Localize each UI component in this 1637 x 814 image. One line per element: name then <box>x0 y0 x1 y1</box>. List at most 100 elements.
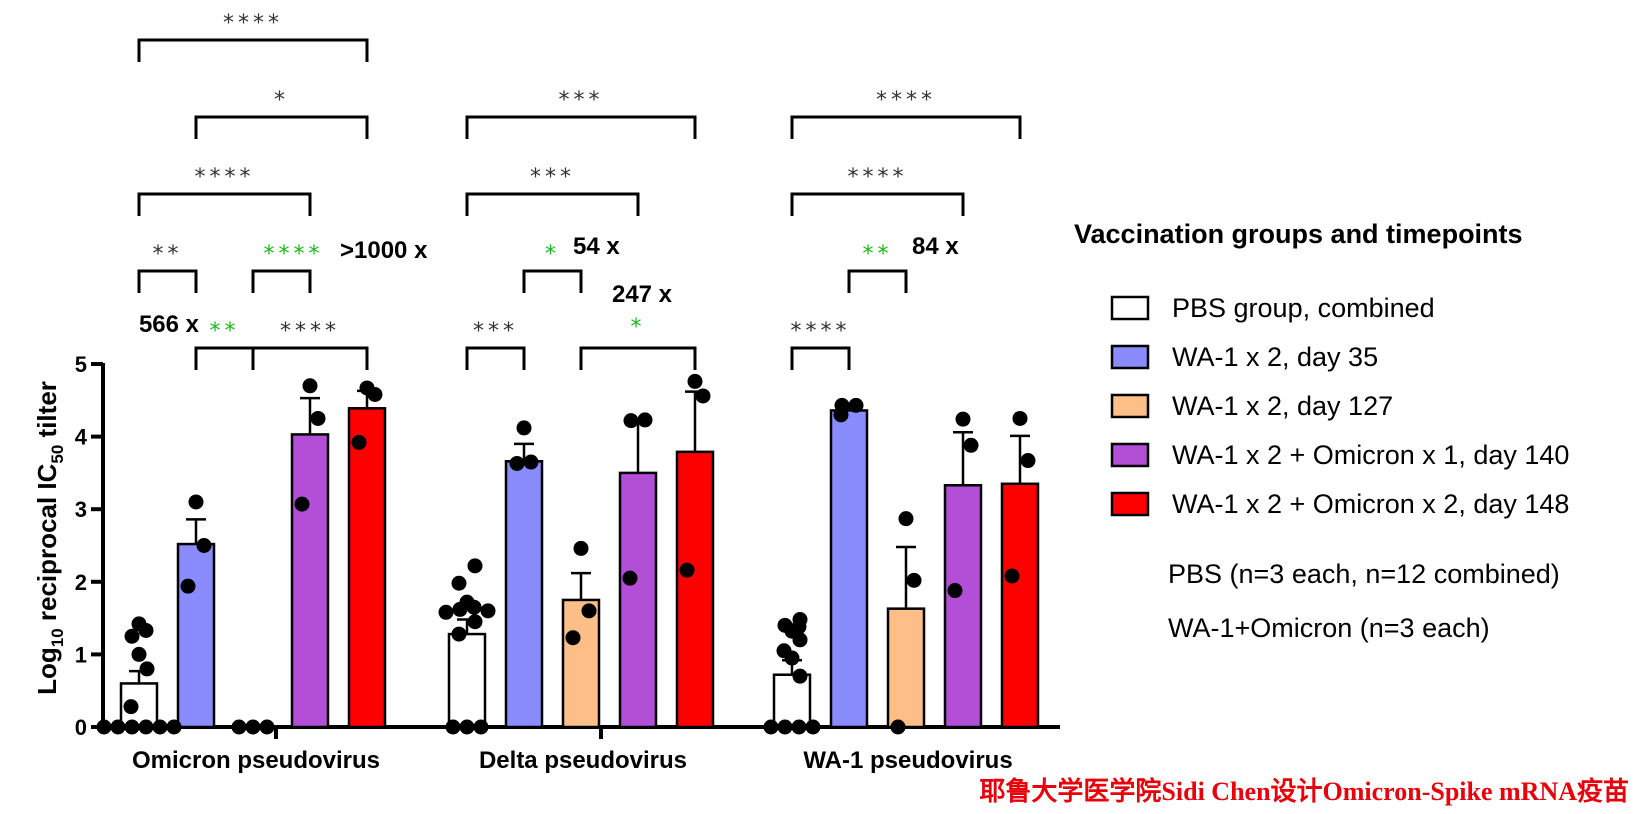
significance-bracket <box>137 38 369 62</box>
significance-bracket <box>251 346 369 370</box>
data-point <box>791 619 807 635</box>
x-category-label: Omicron pseudovirus <box>132 747 380 774</box>
y-tick-label: 2 <box>75 570 87 595</box>
data-point <box>763 719 779 735</box>
significance-stars: **** <box>848 165 908 190</box>
data-point <box>139 661 155 677</box>
fold-change-label: 566 x <box>139 311 200 338</box>
y-tick-label: 3 <box>75 497 87 522</box>
significance-bracket <box>790 192 965 216</box>
data-point <box>890 719 906 735</box>
bar <box>176 542 216 729</box>
significance-bracket <box>251 269 312 293</box>
data-point <box>451 575 467 591</box>
bar <box>504 460 544 729</box>
significance-stars: ** <box>153 242 183 267</box>
data-point <box>473 719 489 735</box>
data-point <box>310 410 326 426</box>
data-point <box>459 719 475 735</box>
fold-change-label: 247 x <box>612 281 673 308</box>
data-point <box>792 668 808 684</box>
bar <box>1000 482 1040 729</box>
legend-swatch <box>1110 393 1150 419</box>
data-point <box>188 494 204 510</box>
significance-stars: * <box>631 315 646 340</box>
significance-bracket <box>579 346 697 370</box>
significance-stars: *** <box>530 165 575 190</box>
data-point <box>791 719 807 735</box>
data-point <box>96 719 112 735</box>
bars <box>119 389 1040 729</box>
significance-bracket <box>137 269 198 293</box>
significance-bracket <box>465 346 526 370</box>
data-point <box>152 719 168 735</box>
data-point <box>777 617 793 633</box>
bar <box>886 607 926 729</box>
data-point <box>622 570 638 586</box>
data-point <box>451 626 467 642</box>
significance-stars: ** <box>863 242 893 267</box>
significance-brackets: *********** **** >1000 x**566 x ***********… <box>137 11 1022 370</box>
significance-stars: * <box>274 88 289 113</box>
data-point <box>294 496 310 512</box>
legend-label: WA-1 x 2 + Omicron x 2, day 148 <box>1172 489 1569 519</box>
data-point <box>459 594 475 610</box>
data-point <box>196 538 212 553</box>
data-point <box>231 719 247 735</box>
bar <box>772 673 812 729</box>
data-point <box>110 719 126 735</box>
significance-stars: **** <box>195 165 255 190</box>
y-axis-label: Log10 reciprocal IC50 tilter <box>32 381 67 695</box>
legend-note: PBS (n=3 each, n=12 combined) <box>1168 559 1560 589</box>
data-point <box>351 434 367 450</box>
bar <box>829 409 869 729</box>
bar <box>347 407 387 729</box>
data-point <box>679 562 695 578</box>
legend-label: WA-1 x 2, day 127 <box>1172 391 1393 421</box>
data-point <box>467 614 483 630</box>
fold-change-label: 54 x <box>573 233 620 260</box>
data-point <box>131 646 147 662</box>
significance-stars: *** <box>559 88 604 113</box>
data-point <box>467 558 483 574</box>
data-point <box>516 420 532 436</box>
data-point <box>138 719 154 735</box>
significance-stars: *** <box>473 319 518 344</box>
data-point <box>123 699 139 715</box>
bar <box>943 483 983 729</box>
data-point <box>166 719 182 735</box>
x-category-label: Delta pseudovirus <box>479 747 687 774</box>
legend-swatch <box>1110 295 1150 321</box>
data-point <box>509 455 525 471</box>
legend: Vaccination groups and timepoints PBS gro… <box>1074 219 1569 643</box>
significance-stars: ** <box>210 319 240 344</box>
legend-label: WA-1 x 2, day 35 <box>1172 342 1378 372</box>
significance-bracket <box>522 269 583 293</box>
legend-note: WA-1+Omicron (n=3 each) <box>1168 613 1490 643</box>
data-point <box>124 628 140 644</box>
y-tick-label: 0 <box>75 715 87 740</box>
data-point <box>947 583 963 599</box>
data-point <box>445 719 461 735</box>
data-point <box>1004 568 1020 584</box>
data-point <box>131 616 147 632</box>
significance-stars: **** <box>876 88 936 113</box>
x-category-label: WA-1 pseudovirus <box>803 747 1012 774</box>
data-point <box>1012 410 1028 426</box>
significance-bracket <box>137 192 312 216</box>
significance-stars: **** <box>280 319 340 344</box>
data-point <box>565 630 581 646</box>
data-point <box>776 643 792 659</box>
data-point <box>963 437 979 453</box>
bar <box>675 450 715 729</box>
significance-bracket <box>194 346 255 370</box>
significance-stars: **** <box>223 11 283 36</box>
data-point <box>848 397 864 413</box>
data-point <box>805 719 821 735</box>
y-tick-label: 4 <box>75 425 88 450</box>
data-points <box>96 373 1036 735</box>
significance-stars: **** <box>791 319 851 344</box>
fold-change-label: >1000 x <box>340 237 428 264</box>
data-point <box>523 454 539 470</box>
